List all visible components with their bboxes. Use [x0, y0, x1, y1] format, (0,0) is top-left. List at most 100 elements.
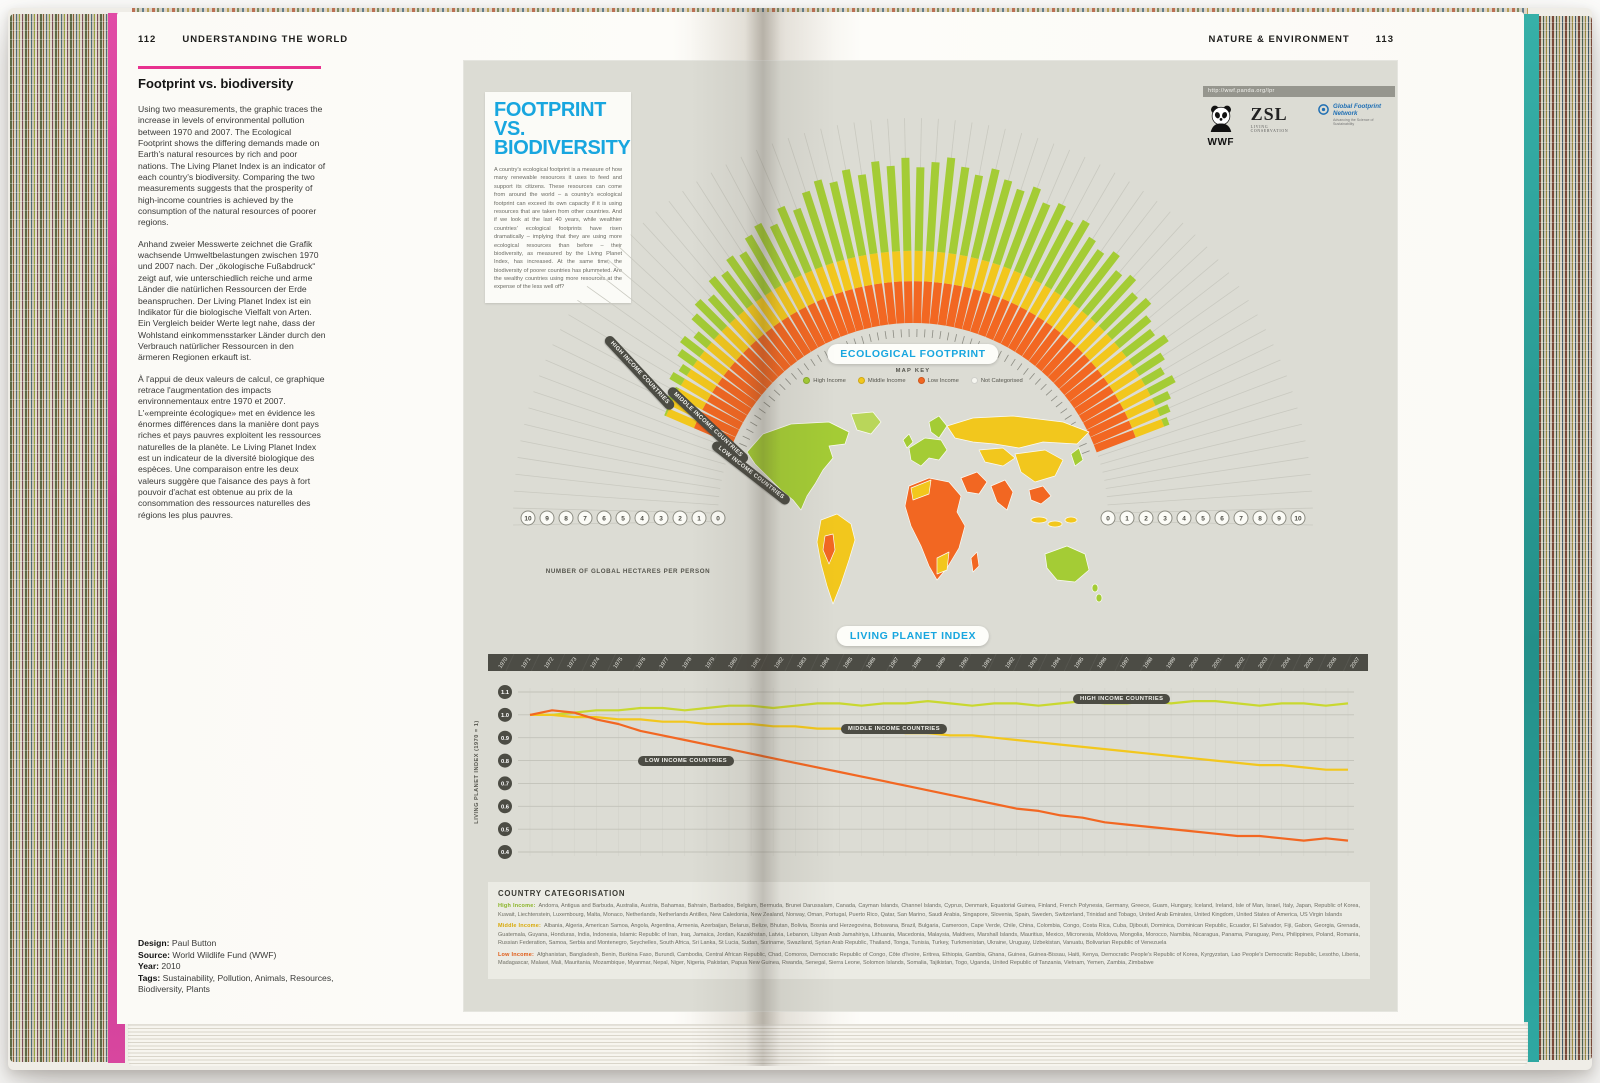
lpi-grid: 1.1 1.0 0.9 0.8 0.7 0.6 0.5 0.4: [498, 685, 1354, 859]
gfn-logo: Global Footprint Network Advancing the S…: [1318, 103, 1395, 126]
svg-text:4: 4: [640, 515, 644, 522]
year-tick: 1973: [566, 656, 579, 670]
year-tick: 1994: [1050, 656, 1062, 670]
map-africa: [904, 477, 966, 581]
key-label: Low Income: [927, 377, 959, 384]
map-key-item: Middle Income: [857, 377, 906, 384]
country-categorisation-title: COUNTRY CATEGORISATION: [498, 889, 626, 898]
teal-edge-band: [1524, 14, 1539, 1062]
svg-text:8: 8: [564, 515, 568, 522]
svg-text:0: 0: [1106, 515, 1110, 522]
year-tick: 1972: [543, 656, 556, 670]
svg-text:2: 2: [1144, 515, 1148, 522]
gfn-swirl-icon: [1318, 104, 1329, 115]
accent-rule: [138, 66, 321, 69]
year-tick: 1995: [1073, 656, 1086, 670]
year-tick: 1986: [865, 656, 878, 670]
svg-text:2: 2: [678, 515, 682, 522]
page-number-right: 113: [1375, 34, 1394, 45]
body-paragraph-en: Using two measurements, the graphic trac…: [138, 104, 326, 228]
lpi-y-axis-label: LIVING PLANET INDEX (1970 = 1): [474, 720, 480, 824]
year-tick: 1979: [704, 656, 717, 670]
year-tick: 1983: [796, 656, 809, 670]
map-key: MAP KEY High Income Middle Income Low Inco…: [713, 368, 1113, 384]
lpi-series-lines: [529, 700, 1349, 842]
key-label: Not Categorised: [980, 377, 1023, 384]
svg-text:1.0: 1.0: [501, 713, 509, 719]
map-central-asia: [978, 447, 1016, 467]
series-line: [530, 713, 1348, 771]
year-tick: 1990: [958, 656, 970, 670]
wwf-logo: WWF: [1205, 104, 1237, 148]
infographic-title-line1: FOOTPRINT VS.: [494, 99, 606, 140]
credit-line: Year: 2010: [138, 961, 181, 972]
gfn-caption: Advancing the Science of Sustainability: [1333, 117, 1374, 126]
body-paragraph-de: Anhand zweier Messwerte zeichnet die Gra…: [138, 238, 326, 363]
credit-line: Tags: Sustainability, Pollution, Animals…: [138, 972, 334, 995]
year-tick: 1974: [589, 656, 602, 670]
key-color-dot: [917, 377, 925, 384]
year-tick: 1976: [635, 656, 648, 670]
map-indonesia-3: [1064, 516, 1078, 524]
series-label-low-income: LOW INCOME COUNTRIES: [638, 756, 735, 766]
map-key-item: High Income: [803, 377, 846, 384]
year-tick: 1987: [888, 656, 901, 670]
infographic-title: FOOTPRINT VS. BIODIVERSITY: [494, 99, 631, 158]
year-tick: 1971: [520, 656, 533, 670]
panda-icon: [1210, 105, 1232, 132]
svg-text:6: 6: [602, 515, 606, 522]
running-head-left-label: UNDERSTANDING THE WORLD: [182, 34, 349, 45]
year-tick: 1998: [1142, 656, 1155, 670]
world-map: [746, 411, 1103, 605]
svg-text:4: 4: [1182, 515, 1186, 522]
categorisation-group: High Income: Andorra, Antigua and Barbuda…: [498, 903, 1360, 918]
year-tick: 1988: [912, 656, 924, 670]
year-tick: 1977: [658, 656, 671, 670]
credit-line: Design: Paul Button: [138, 938, 217, 948]
year-tick: 2007: [1349, 656, 1362, 670]
year-tick: 1980: [727, 656, 740, 670]
categorisation-group: Middle Income: Albania, Algeria, American…: [498, 923, 1360, 947]
page-bottom-stack: [128, 1022, 1528, 1066]
infographic-intro: A country's ecological footprint is a me…: [494, 167, 622, 291]
year-tick: 1989: [935, 656, 947, 670]
hectares-axis-label: NUMBER OF GLOBAL HECTARES PER PERSON: [545, 568, 711, 575]
living-planet-index-label: LIVING PLANET INDEX: [836, 626, 990, 646]
map-new-zealand-north: [1091, 583, 1099, 593]
series-label-high-income: HIGH INCOME COUNTRIES: [1073, 694, 1171, 704]
year-tick: 1999: [1165, 656, 1178, 670]
svg-text:5: 5: [1201, 515, 1205, 522]
year-tick: 1981: [750, 656, 763, 670]
svg-text:9: 9: [545, 515, 549, 522]
map-europe: [908, 437, 948, 467]
key-color-dot: [970, 377, 978, 384]
page-number-left: 112: [138, 34, 157, 45]
map-key-item: Not Categorised: [970, 377, 1023, 384]
ecological-footprint-label: ECOLOGICAL FOOTPRINT: [827, 344, 999, 364]
page-edge-stack-right: [1539, 16, 1592, 1060]
key-label: Middle Income: [867, 377, 906, 384]
article-title: Footprint vs. biodiversity: [138, 76, 294, 91]
wwf-wordmark: WWF: [1207, 137, 1235, 148]
year-tick: 1993: [1027, 656, 1039, 670]
year-tick: 2006: [1326, 656, 1339, 670]
svg-text:7: 7: [1239, 515, 1243, 522]
gfn-wordmark: Global Footprint Network: [1333, 103, 1382, 117]
svg-text:9: 9: [1277, 515, 1281, 522]
map-indonesia-1: [1030, 516, 1048, 524]
map-japan: [1070, 447, 1084, 467]
series-label-middle-income: MIDDLE INCOME COUNTRIES: [841, 724, 947, 734]
running-head-right-label: NATURE & ENVIRONMENT: [1208, 34, 1350, 45]
map-southeast-asia: [1028, 485, 1052, 505]
svg-text:8: 8: [1258, 515, 1262, 522]
svg-text:1: 1: [1125, 515, 1129, 522]
map-madagascar: [970, 551, 980, 573]
year-tick: 1997: [1119, 656, 1132, 670]
credits-block: Design: Paul Button Source: World Wildlif…: [138, 938, 343, 996]
running-head-right: NATURE & ENVIRONMENT 113: [1008, 34, 1394, 45]
article-body: Using two measurements, the graphic trac…: [138, 104, 326, 531]
series-line: [529, 709, 1349, 842]
year-tick: 1982: [773, 656, 786, 670]
logo-row: WWF ZSL LIVING CONSERVATION Global Footp…: [1205, 103, 1395, 148]
